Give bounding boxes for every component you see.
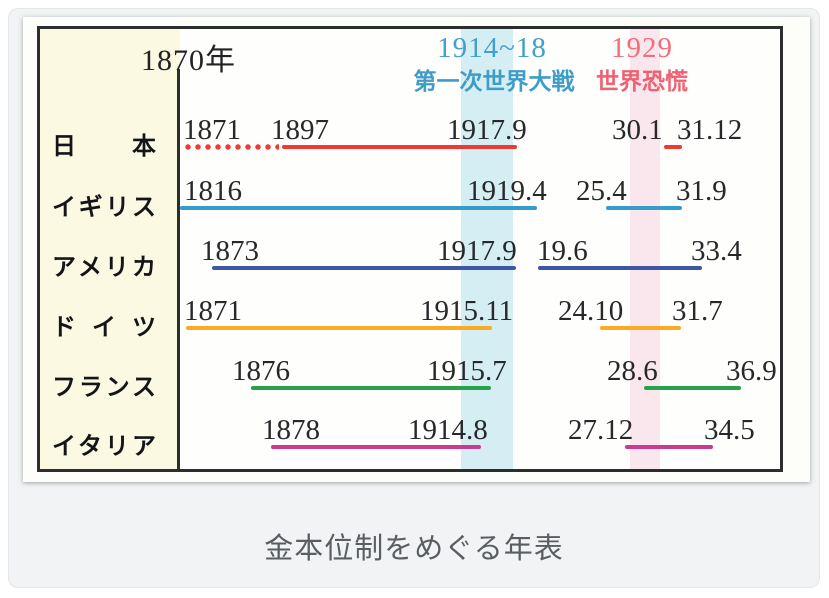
italy-timeline-solid-segment <box>271 445 481 449</box>
country-label-uk: イギリス <box>52 194 156 221</box>
depression-name-label: 世界恐慌 <box>596 68 688 94</box>
germany-year-label: 24.10 <box>558 295 624 327</box>
france-year-label: 28.6 <box>607 355 658 387</box>
axis-1870-line <box>177 69 180 469</box>
japan-year-label: 1871 <box>183 114 241 146</box>
usa-year-label: 33.4 <box>691 235 742 267</box>
usa-timeline-solid-segment <box>212 266 516 270</box>
italy-year-label: 34.5 <box>704 414 755 446</box>
country-column-bg <box>40 29 180 469</box>
usa-year-label: 1873 <box>201 235 259 267</box>
japan-year-label: 30.1 <box>612 114 663 146</box>
france-year-label: 1876 <box>232 355 290 387</box>
chart-scan: 1870年 1914~18 第一次世界大戦 1929 世界恐慌 日本 1871 18… <box>23 17 810 482</box>
germany-timeline-solid-segment <box>600 326 681 330</box>
ww1-name-label: 第一次世界大戦 <box>413 68 575 94</box>
italy-year-label: 1878 <box>262 414 320 446</box>
depression-period-band <box>630 29 660 469</box>
usa-timeline-solid-segment <box>538 266 702 270</box>
country-label-usa: アメリカ <box>52 254 156 281</box>
japan-year-label: 1897 <box>271 114 329 146</box>
france-year-label: 1915.7 <box>427 355 507 387</box>
uk-timeline-solid-segment <box>180 206 537 210</box>
usa-year-label: 1917.9 <box>437 235 517 267</box>
uk-year-label: 1919.4 <box>467 175 547 207</box>
uk-year-label: 31.9 <box>676 175 727 207</box>
country-label-france: フランス <box>52 374 156 401</box>
italy-year-label: 27.12 <box>568 414 634 446</box>
japan-timeline-solid-segment <box>282 145 517 149</box>
japan-year-label: 1917.9 <box>447 114 527 146</box>
uk-year-label: 25.4 <box>576 175 627 207</box>
ww1-years-label: 1914~18 <box>437 32 547 64</box>
figure-card: 1870年 1914~18 第一次世界大戦 1929 世界恐慌 日本 1871 18… <box>8 8 820 588</box>
france-timeline-solid-segment <box>644 386 741 390</box>
country-label-japan: 日本 <box>52 133 156 160</box>
usa-year-label: 19.6 <box>537 235 588 267</box>
country-label-italy: イタリア <box>52 433 156 460</box>
depression-year-label: 1929 <box>611 32 673 64</box>
ww1-period-band <box>461 29 513 469</box>
country-label-germany: ドイツ <box>52 314 156 341</box>
germany-year-label: 1871 <box>184 295 242 327</box>
germany-year-label: 31.7 <box>672 295 723 327</box>
france-timeline-solid-segment <box>251 386 491 390</box>
figure-caption: 金本位制をめぐる年表 <box>264 533 564 565</box>
germany-year-label: 1915.11 <box>420 295 514 327</box>
japan-year-label: 31.12 <box>677 114 743 146</box>
uk-timeline-solid-segment <box>606 206 682 210</box>
germany-timeline-solid-segment <box>186 326 492 330</box>
japan-timeline-solid-segment <box>664 145 682 149</box>
italy-year-label: 1914.8 <box>408 414 488 446</box>
axis-start-label: 1870年 <box>141 44 236 77</box>
timeline-table: 1870年 1914~18 第一次世界大戦 1929 世界恐慌 日本 1871 18… <box>37 26 783 472</box>
japan-timeline-dotted-segment <box>184 144 279 150</box>
italy-timeline-solid-segment <box>625 445 713 449</box>
france-year-label: 36.9 <box>726 355 777 387</box>
uk-year-label: 1816 <box>184 175 242 207</box>
